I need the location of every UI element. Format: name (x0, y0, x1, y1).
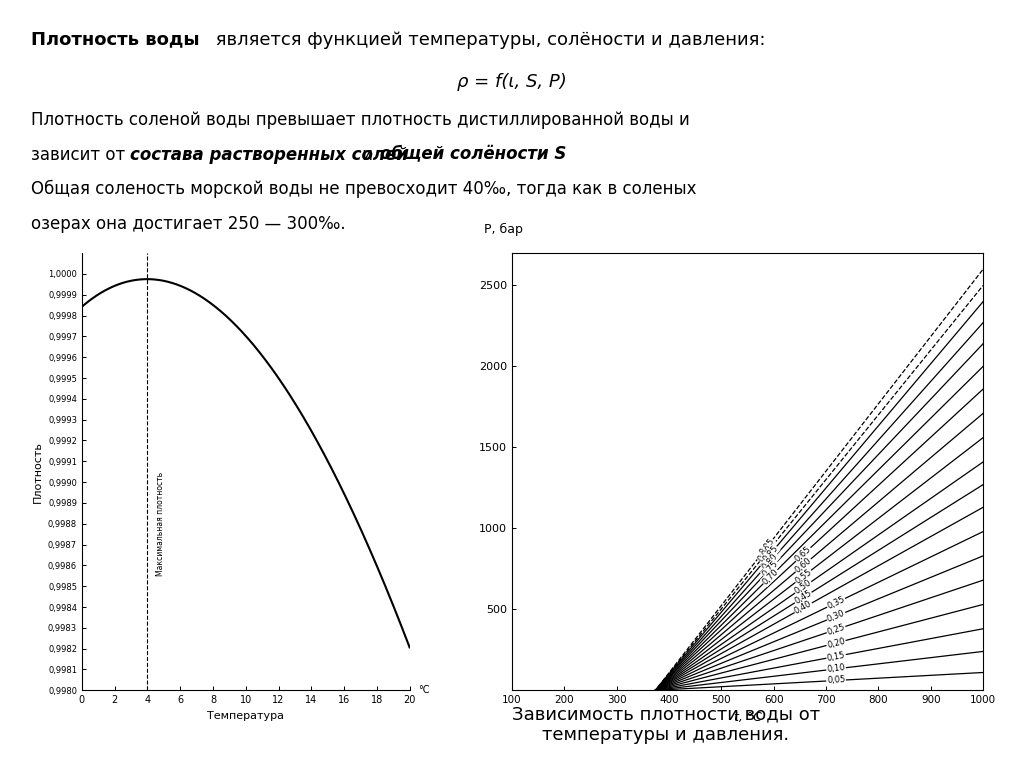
Text: 0,45: 0,45 (793, 589, 813, 606)
Text: и: и (357, 146, 379, 163)
Text: 0,35: 0,35 (825, 594, 847, 611)
Text: °C: °C (418, 685, 429, 696)
Text: 0,95: 0,95 (758, 537, 776, 557)
Text: озерах она достигает 250 — 300‰.: озерах она достигает 250 — 300‰. (31, 215, 345, 232)
Text: 0,70: 0,70 (761, 567, 780, 587)
Text: P, бар: P, бар (483, 222, 522, 235)
Text: Плотность воды: Плотность воды (31, 31, 200, 48)
Text: 0,85: 0,85 (761, 544, 779, 564)
Text: 0,80: 0,80 (761, 551, 780, 571)
X-axis label: Температура: Температура (207, 711, 285, 721)
Text: 0,05: 0,05 (826, 676, 846, 686)
Text: ρ = f(ι, S, P): ρ = f(ι, S, P) (457, 73, 567, 91)
Text: 0,25: 0,25 (826, 622, 846, 637)
Text: Зависимость плотности воды от
температуры и давления.: Зависимость плотности воды от температур… (512, 706, 819, 745)
Text: 0,65: 0,65 (794, 545, 813, 564)
X-axis label: t, °C: t, °C (733, 711, 762, 724)
Text: общей солёности S: общей солёности S (380, 146, 566, 163)
Text: Общая соленость морской воды не превосходит 40‰, тогда как в соленых: Общая соленость морской воды не превосхо… (31, 180, 696, 199)
Text: 0,15: 0,15 (826, 650, 846, 663)
Text: 0,75: 0,75 (761, 559, 780, 578)
Text: 0,50: 0,50 (794, 578, 813, 596)
Text: 0,90: 0,90 (757, 544, 775, 564)
Text: состава растворенных солей: состава растворенных солей (130, 146, 408, 163)
Text: 0,20: 0,20 (826, 637, 846, 650)
Text: 0,40: 0,40 (793, 599, 813, 616)
Text: зависит от: зависит от (31, 146, 130, 163)
Text: 0,55: 0,55 (794, 567, 813, 585)
Text: Плотность соленой воды превышает плотность дистиллированной воды и: Плотность соленой воды превышает плотнос… (31, 111, 689, 129)
Text: 0,10: 0,10 (826, 663, 846, 674)
Text: 0,60: 0,60 (794, 556, 813, 574)
Text: .: . (536, 146, 541, 163)
Text: 0,30: 0,30 (825, 608, 846, 624)
Y-axis label: Плотность: Плотность (33, 441, 42, 502)
Text: Максимальная плотность: Максимальная плотность (156, 472, 165, 576)
Text: является функцией температуры, солёности и давления:: является функцией температуры, солёности… (210, 31, 765, 48)
